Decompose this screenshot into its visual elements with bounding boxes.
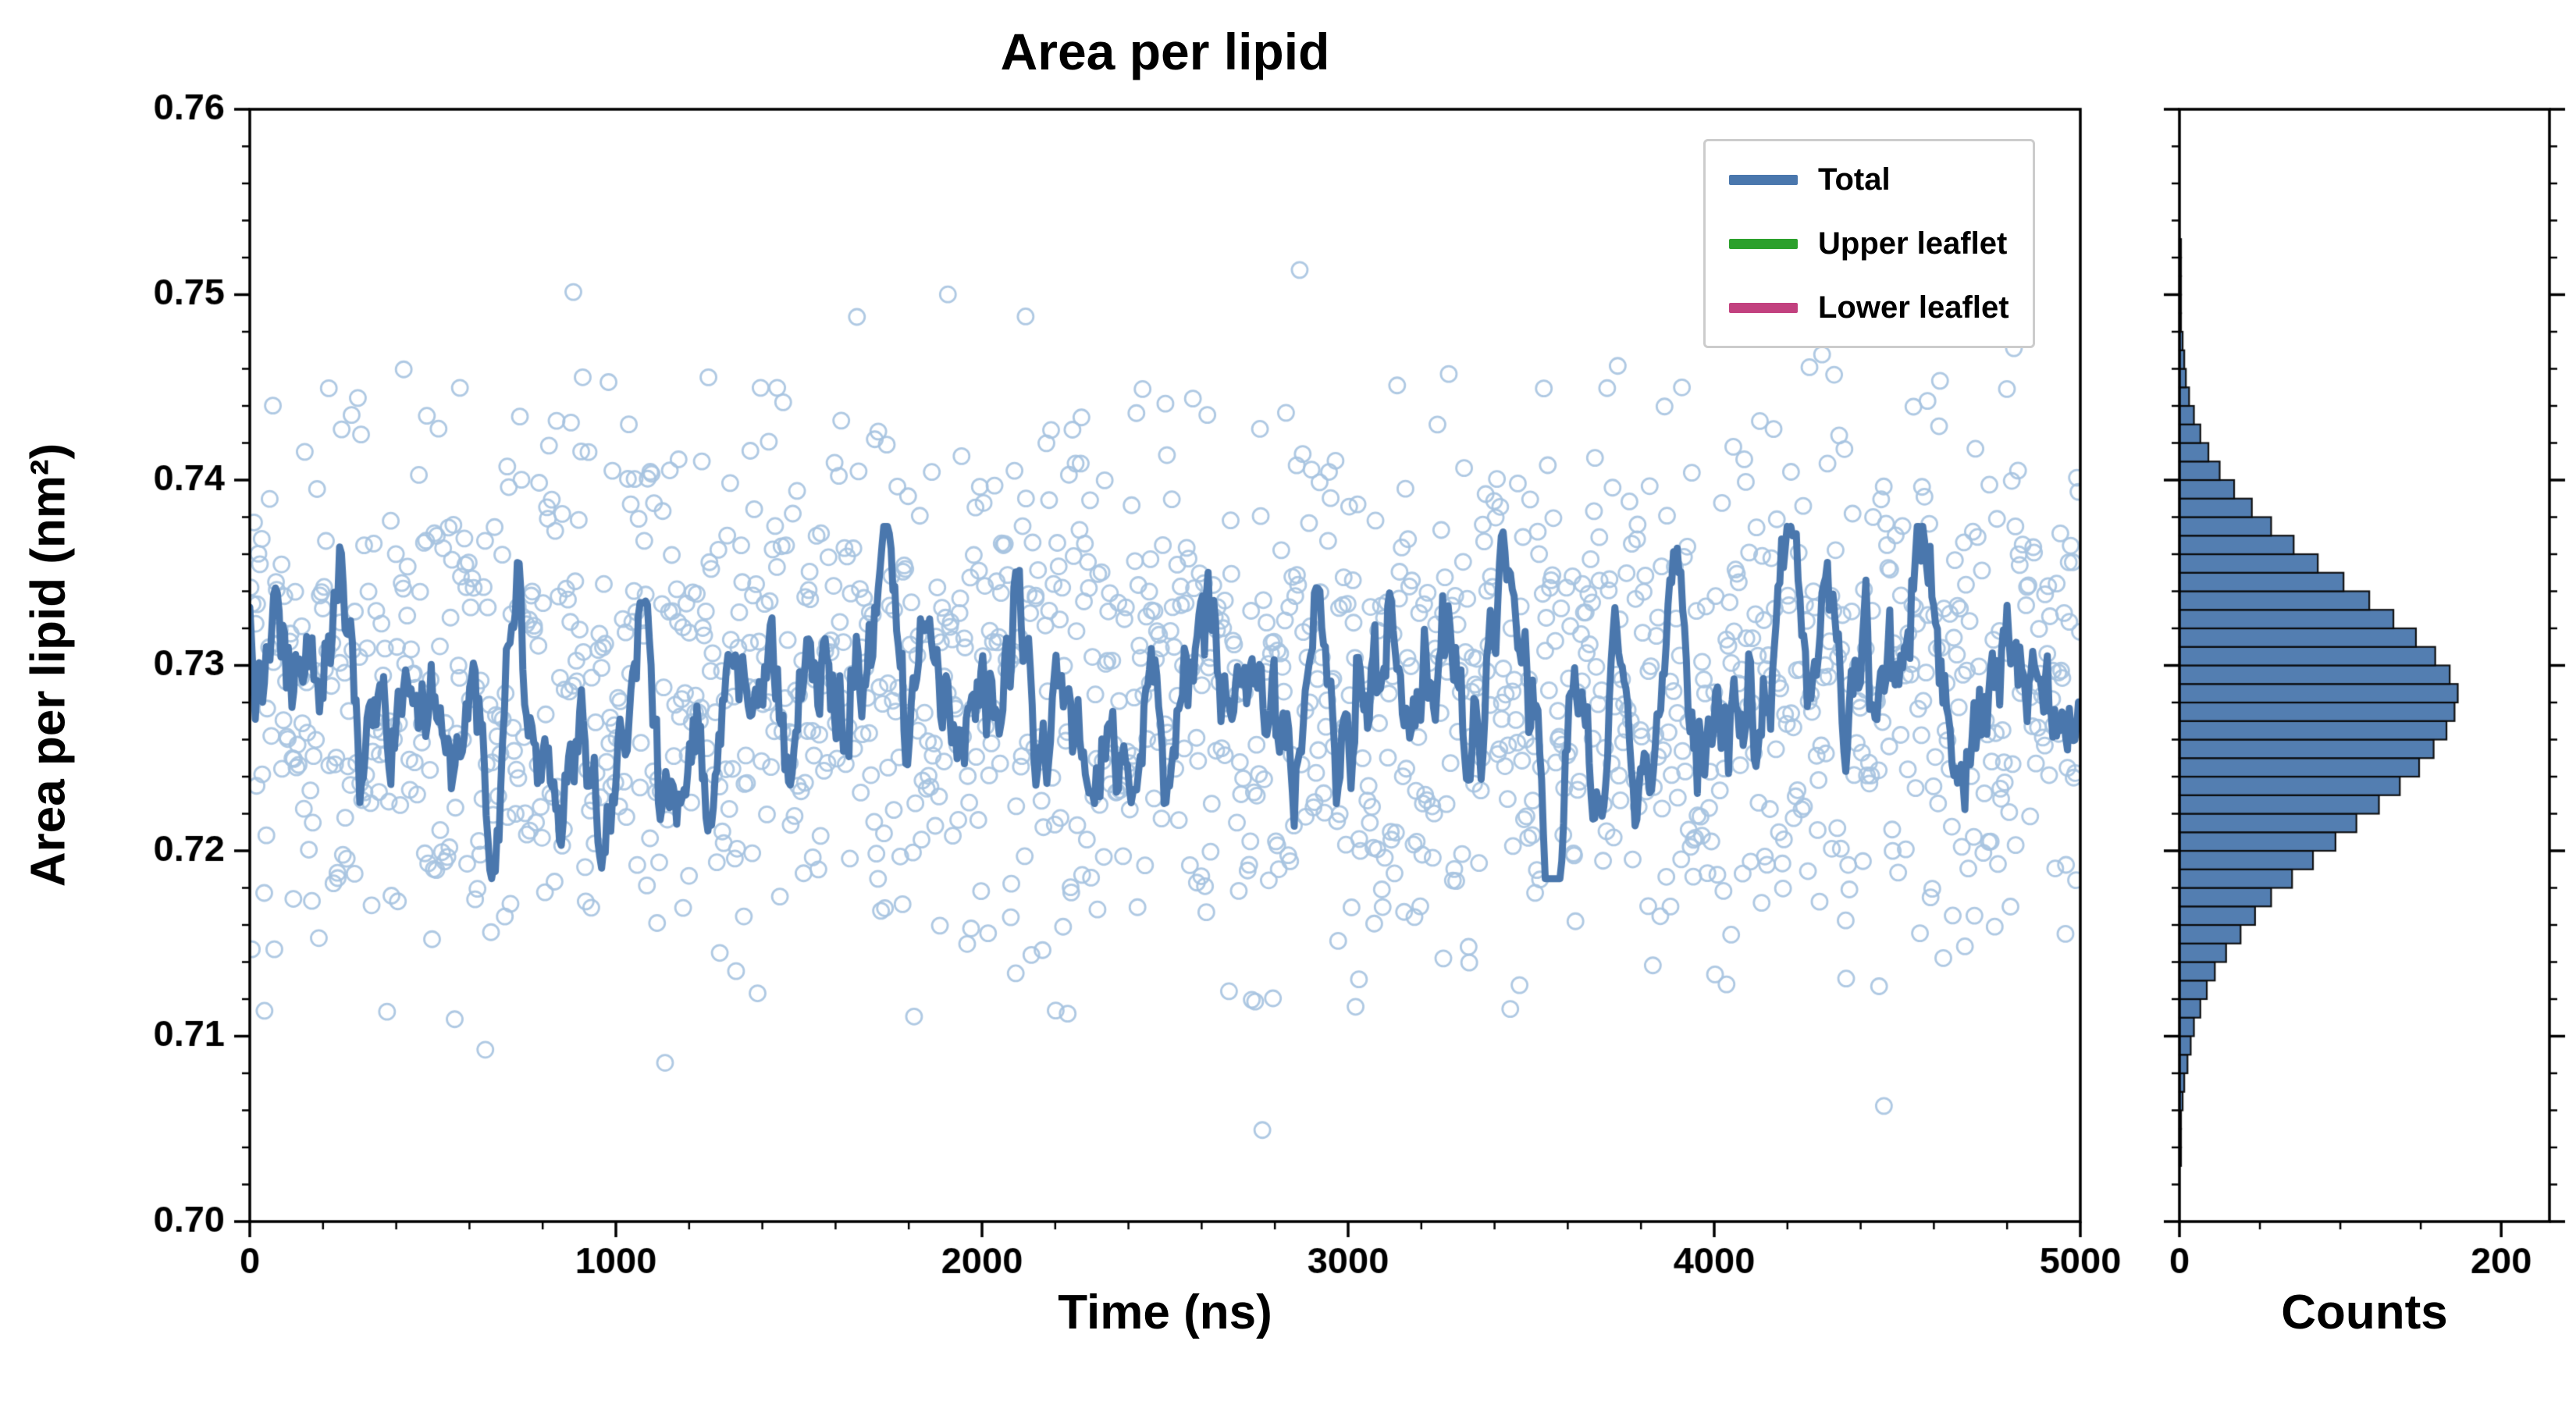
- legend-item-upper-leaflet: Upper leaflet: [1729, 221, 2009, 266]
- legend-item-total: Total: [1729, 157, 2009, 202]
- y-axis-label: Area per lipid (nm²): [21, 443, 76, 887]
- legend-label: Upper leaflet: [1818, 226, 2008, 261]
- hist-x-axis-label: Counts: [2281, 1286, 2448, 1339]
- legend: Total Upper leaflet Lower leaflet: [1703, 139, 2035, 348]
- legend-label: Lower leaflet: [1818, 290, 2009, 325]
- chart-title: Area per lipid: [1000, 23, 1330, 80]
- legend-line-icon: [1729, 174, 1798, 185]
- x-axis-label: Time (ns): [1058, 1286, 1272, 1339]
- legend-line-icon: [1729, 238, 1798, 249]
- legend-item-lower-leaflet: Lower leaflet: [1729, 285, 2009, 330]
- legend-label: Total: [1818, 162, 1891, 197]
- legend-line-icon: [1729, 302, 1798, 313]
